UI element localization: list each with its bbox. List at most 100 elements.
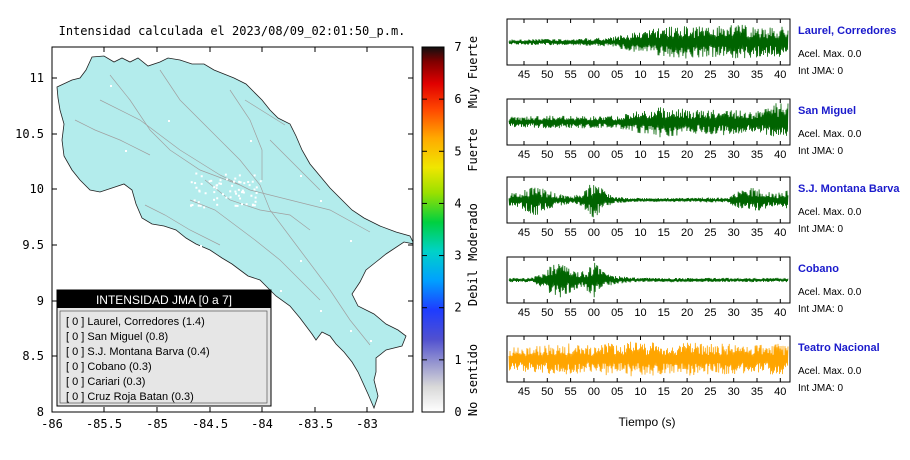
town-marker — [238, 174, 241, 177]
time-tick-label: 50 — [541, 69, 553, 81]
town-marker — [229, 190, 232, 193]
time-tick-label: 30 — [728, 307, 740, 319]
town-marker — [193, 199, 196, 202]
station-name: Laurel, Corredores — [798, 25, 896, 37]
time-tick-label: 35 — [751, 227, 763, 239]
time-tick-label: 00 — [588, 149, 600, 161]
town-marker — [194, 182, 197, 185]
station-accel: Acel. Max. 0.0 — [798, 49, 862, 60]
time-tick-label: 00 — [588, 227, 600, 239]
town-marker — [216, 203, 219, 206]
town-marker — [195, 172, 198, 175]
town-marker — [248, 184, 251, 187]
time-tick-label: 05 — [611, 69, 623, 81]
town-marker — [233, 180, 236, 183]
seismogram-panel: 45 50 55 00 05 10 15 20 25 30 35 40 Teatro Nacional A… — [506, 335, 880, 398]
town-marker — [370, 340, 372, 342]
town-marker — [235, 192, 238, 195]
station-name: Cobano — [798, 263, 839, 275]
town-marker — [215, 187, 218, 190]
town-marker — [160, 230, 162, 232]
town-marker — [213, 191, 216, 194]
seismogram-panel: 45 50 55 00 05 10 15 20 25 30 35 40 Cobano Acel. Max.… — [506, 256, 862, 319]
town-marker — [168, 120, 170, 122]
colorbar-label: Debil — [466, 270, 480, 306]
time-tick-label: 10 — [634, 69, 646, 81]
y-tick-label: 8.5 — [22, 349, 44, 363]
town-marker — [239, 197, 242, 200]
legend-item: [ 0 ] Cariari (0.3) — [66, 376, 145, 388]
time-tick-label: 10 — [634, 227, 646, 239]
town-marker — [237, 194, 240, 197]
colorbar-label: No sentido — [466, 344, 480, 416]
time-tick-label: 05 — [611, 149, 623, 161]
town-marker — [238, 180, 241, 183]
seismogram-panel: 45 50 55 00 05 10 15 20 25 30 35 40 S.J. Montana Bar… — [506, 176, 900, 239]
colorbar-tick-label: 5 — [454, 144, 461, 158]
town-marker — [251, 180, 254, 183]
station-jma: Int JMA: 0 — [798, 146, 843, 157]
time-tick-label: 10 — [634, 386, 646, 398]
town-marker — [225, 196, 228, 199]
time-tick-label: 30 — [728, 69, 740, 81]
colorbar-tick-label: 3 — [454, 249, 461, 263]
station-jma: Int JMA: 0 — [798, 383, 843, 394]
seismogram-panel: 45 50 55 00 05 10 15 20 25 30 35 40 Laurel, Corredor… — [506, 18, 896, 81]
time-tick-label: 30 — [728, 227, 740, 239]
legend-item: [ 0 ] S.J. Montana Barva (0.4) — [66, 346, 210, 358]
x-tick-label: -83.5 — [297, 417, 333, 431]
colorbar-tick-label: 4 — [454, 196, 461, 210]
town-marker — [197, 201, 200, 204]
colorbar-tick-label: 6 — [454, 92, 461, 106]
y-tick-label: 10 — [30, 182, 44, 196]
time-tick-label: 35 — [751, 307, 763, 319]
town-marker — [200, 245, 202, 247]
time-tick-label: 40 — [774, 227, 786, 239]
colorbar-label: Moderado — [466, 203, 480, 261]
station-accel: Acel. Max. 0.0 — [798, 129, 862, 140]
colorbar-label: Muy Fuerte — [466, 36, 480, 108]
time-tick-label: 45 — [518, 69, 530, 81]
waveform-trace — [508, 184, 789, 218]
time-tick-label: 05 — [611, 307, 623, 319]
colorbar: 0 1 2 3 4 5 6 7 No sentido Debil Moderado Fuerte Mu… — [421, 36, 480, 419]
town-marker — [218, 182, 221, 185]
time-tick-label: 40 — [774, 69, 786, 81]
time-tick-label: 50 — [541, 149, 553, 161]
town-marker — [190, 204, 193, 207]
town-marker — [259, 180, 262, 183]
town-marker — [195, 186, 198, 189]
x-axis-label: Tiempo (s) — [619, 415, 676, 429]
town-marker — [210, 179, 213, 182]
time-tick-label: 20 — [681, 149, 693, 161]
town-marker — [253, 174, 256, 177]
station-name: S.J. Montana Barva — [798, 183, 900, 195]
town-marker — [253, 204, 256, 207]
colorbar-label: Fuerte — [466, 128, 480, 171]
waveform-trace — [508, 103, 789, 138]
town-marker — [219, 182, 222, 185]
town-marker — [226, 178, 229, 181]
time-tick-label: 35 — [751, 69, 763, 81]
town-marker — [208, 180, 211, 183]
y-tick-label: 8 — [37, 405, 44, 419]
town-marker — [241, 189, 244, 192]
time-tick-label: 55 — [564, 307, 576, 319]
y-tick-label: 10.5 — [15, 127, 44, 141]
time-tick-label: 50 — [541, 227, 553, 239]
time-tick-label: 55 — [564, 386, 576, 398]
legend-item: [ 0 ] Laurel, Corredores (1.4) — [66, 316, 205, 328]
x-tick-label: -85 — [146, 417, 168, 431]
time-tick-label: 15 — [658, 307, 670, 319]
town-marker — [224, 173, 227, 176]
town-marker — [350, 330, 352, 332]
town-marker — [234, 204, 237, 207]
town-marker — [219, 179, 222, 182]
time-tick-label: 45 — [518, 227, 530, 239]
time-tick-label: 20 — [681, 227, 693, 239]
station-jma: Int JMA: 0 — [798, 304, 843, 315]
x-tick-label: -83 — [356, 417, 378, 431]
town-marker — [221, 193, 224, 196]
town-marker — [110, 85, 112, 87]
y-tick-label: 9.5 — [22, 238, 44, 252]
